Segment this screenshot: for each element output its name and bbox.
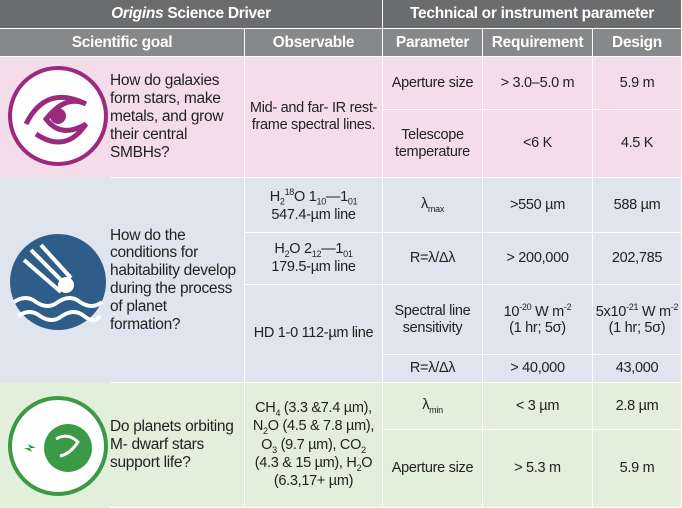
text-part: min [429,404,443,415]
parameter-cell: Aperture size [383,430,483,508]
text-part: 2 [284,248,290,259]
cell-text: CH4 (3.3 &7.4 µm), N2O (4.5 & 7.8 µm), O3 … [252,400,375,490]
parameter-cell: Aperture size [383,57,483,110]
parameter-cell: R=λ/Δλ [383,233,483,285]
text-part: (4.3 & 15 µm), H [254,454,357,471]
text-part: W m [531,303,564,320]
cell-text: λmax [421,196,444,214]
text-part: (9.7 µm), CO [276,436,362,453]
text-part: H [274,241,285,258]
parameter-cell: λmin [383,383,483,430]
text-part: 547.4-µm line [271,206,356,223]
design-cell: 4.5 K [593,110,682,178]
text-part: Origins [111,5,164,23]
text-part: 18 [284,186,295,197]
text-part: O [361,454,373,471]
text-part: H [269,188,280,205]
text-part: -2 [563,301,572,312]
text-part: O 1 [294,188,317,205]
requirement-cell: > 5.3 m [483,430,593,508]
text-part: O (4.5 & 7.8 µm), [267,418,375,435]
cell-text: 5x10-21 W m-2 (1 hr; 5σ) [595,301,679,337]
text-part: (6.3,17+ µm) [273,473,354,490]
goal-cell: How do galaxies form stars, make metals,… [110,57,245,178]
observable-cell: HD 1-0 112-µm line [245,285,383,383]
text-part: 10 [316,196,326,207]
text-part: N [252,418,264,435]
text-part: 4 [275,408,281,419]
design-cell: 5.9 m [593,430,682,508]
cell-text: λmin [422,397,443,415]
design-cell: 5x10-21 W m-2 (1 hr; 5σ) [593,285,682,355]
requirement-cell: > 200,000 [483,233,593,285]
cell-text: Origins Science Driver [111,5,271,23]
text-part: —1 [325,188,348,205]
column-header: Parameter [383,29,483,57]
cell-text: 10-20 W m-2 (1 hr; 5σ) [504,302,572,337]
cell-text: H218O 110—101 547.4-µm line [270,187,358,224]
requirement-cell: > 3.0–5.0 m [483,57,593,110]
text-part: -2 [670,301,679,312]
design-cell: 202,785 [593,233,682,285]
text-part: λ [420,195,428,212]
text-part: Science Driver [163,5,271,23]
text-part: (1 hr; 5σ) [509,320,566,337]
header-cell: Technical or instrument parameter [383,0,682,29]
observable-cell: Mid- and far- IR rest-frame spectral lin… [245,57,383,178]
parameter-cell: R=λ/Δλ [383,355,483,383]
text-part: 2 [361,444,366,455]
requirement-cell: >550 µm [483,178,593,233]
text-part: 01 [343,248,353,259]
text-part: (1 hr; 5σ) [608,320,666,337]
parameter-cell: λmax [383,178,483,233]
text-part: O [261,436,273,453]
text-part: 01 [347,196,358,207]
requirement-cell: <6 K [483,110,593,178]
text-part: CH [255,400,276,417]
text-part: max [427,203,445,214]
design-cell: 5.9 m [593,57,682,110]
text-part: 5x10 [595,303,627,320]
column-header: Requirement [483,29,593,57]
text-part: —1 [321,241,344,258]
design-cell: 588 µm [593,178,682,233]
observable-cell: H2O 212—101 179.5-µm line [245,233,383,285]
text-part: 2 [356,462,362,473]
parameter-cell: Spectral line sensitivity [383,285,483,355]
text-part: O 2 [289,241,312,258]
text-part: (3.3 &7.4 µm), [280,400,372,417]
text-part: 3 [272,444,277,455]
text-part: 179.5-µm line [271,259,356,276]
goal-cell: How do the conditions for habitability d… [110,178,245,383]
text-part: 2 [279,196,285,207]
column-header: Design [593,29,682,57]
observable-cell: H218O 110—101 547.4-µm line [245,178,383,233]
column-header: Scientific goal [0,29,245,57]
galaxy-icon [8,66,108,166]
water-icon [10,234,106,330]
observable-cell: CH4 (3.3 &7.4 µm), N2O (4.5 & 7.8 µm), O3 … [245,383,383,508]
column-header: Observable [245,29,383,57]
requirement-cell: < 3 µm [483,383,593,430]
header-cell: Origins Science Driver [0,0,383,29]
design-cell: 43,000 [593,355,682,383]
cell-text: H2O 212—101 179.5-µm line [271,241,356,276]
design-cell: 2.8 µm [593,383,682,430]
requirement-cell: 10-20 W m-2 (1 hr; 5σ) [483,285,593,355]
parameter-cell: Telescope temperature [383,110,483,178]
text-part: W m [638,303,671,320]
text-part: 2 [263,426,268,437]
planet-icon [8,396,108,496]
text-part: -20 [519,301,532,312]
requirement-cell: > 40,000 [483,355,593,383]
text-part: 10 [503,303,520,320]
text-part: -21 [626,301,639,312]
goal-cell: Do planets orbiting M- dwarf stars suppo… [110,383,245,508]
text-part: λ [422,396,430,413]
text-part: 12 [311,248,322,259]
